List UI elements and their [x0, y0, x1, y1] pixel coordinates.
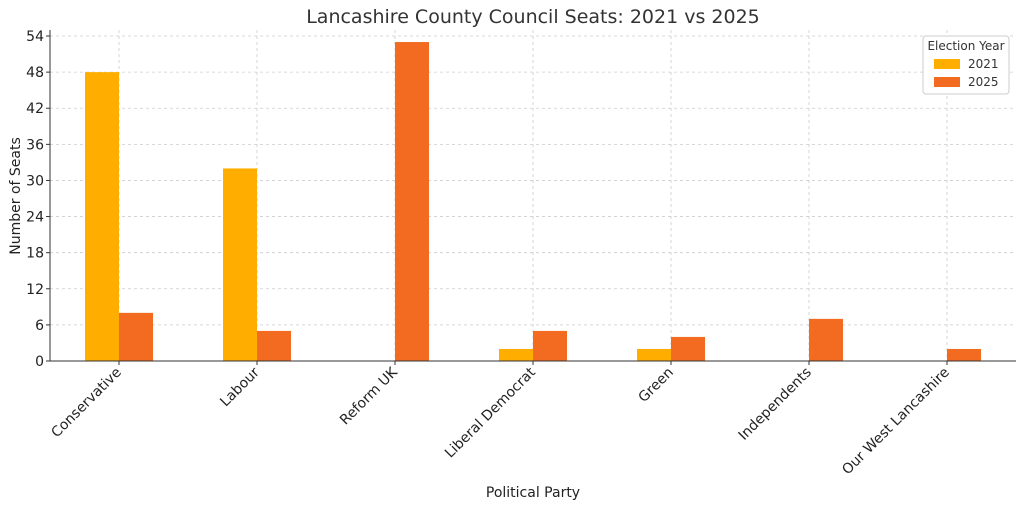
bar-2025-liberal-democrat	[533, 330, 567, 361]
y-tick-label: 36	[26, 137, 44, 153]
bar-2021-liberal-democrat	[499, 348, 533, 361]
legend-swatch-2021	[934, 59, 960, 69]
y-tick-label: 12	[26, 282, 44, 298]
bar-2025-reform-uk	[395, 42, 429, 361]
legend: Election Year 2021 2025	[922, 35, 1010, 95]
bar-2025-conservative	[119, 312, 153, 361]
x-tick-labels: Conservative Labour Reform UK Liberal Democ…	[48, 361, 953, 479]
y-tick-label: 0	[35, 354, 44, 370]
legend-title: Election Year	[927, 39, 1004, 53]
x-tick-label: Independents	[736, 365, 815, 444]
x-tick-label: Labour	[217, 364, 263, 410]
bar-2021-labour	[223, 168, 257, 361]
bar-2025-green	[671, 336, 705, 361]
legend-label-2025: 2025	[968, 75, 999, 89]
y-tick-label: 24	[26, 210, 44, 226]
x-tick-label: Reform UK	[337, 364, 401, 428]
x-axis-label: Political Party	[486, 485, 580, 501]
legend-swatch-2025	[934, 77, 960, 87]
y-tick-label: 54	[26, 29, 44, 45]
bar-2025-labour	[257, 330, 291, 361]
x-tick-label: Our West Lancashire	[839, 365, 953, 479]
bar-2021-conservative	[85, 72, 119, 362]
legend-label-2021: 2021	[968, 57, 999, 71]
bars	[85, 42, 981, 362]
y-tick-label: 48	[26, 65, 44, 81]
bar-2025-our-west-lancashire	[947, 348, 981, 361]
y-tick-label: 18	[26, 246, 44, 262]
y-tick-labels: 0 6 12 18 24 30 36 42 48 54	[26, 29, 50, 370]
x-tick-label: Green	[636, 365, 677, 406]
x-tick-label: Liberal Democrat	[442, 364, 539, 461]
x-tick-label: Conservative	[48, 365, 124, 441]
chart-title: Lancashire County Council Seats: 2021 vs…	[306, 6, 760, 28]
bar-2021-green	[637, 348, 671, 361]
y-tick-label: 6	[35, 318, 44, 334]
bar-2025-independents	[809, 318, 843, 361]
gridlines	[50, 30, 1016, 361]
y-axis-label: Number of Seats	[8, 137, 24, 255]
y-tick-label: 30	[26, 173, 44, 189]
y-tick-label: 42	[26, 101, 44, 117]
